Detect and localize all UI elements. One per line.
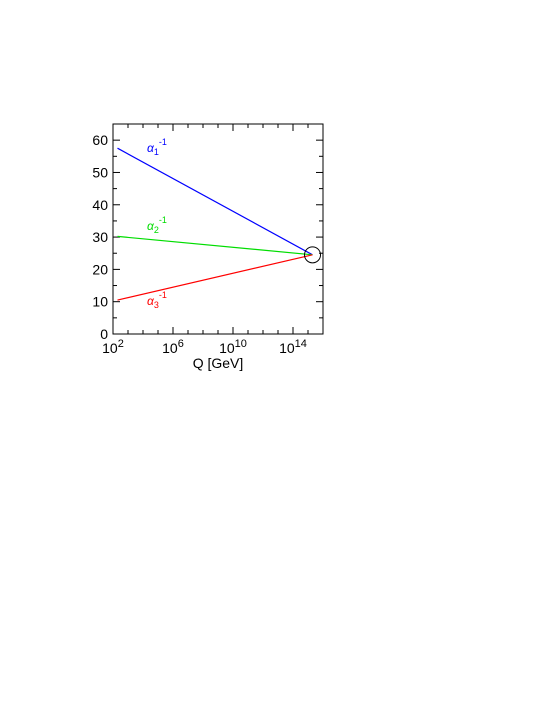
series-label-2: α2-1 [147, 215, 167, 235]
y-tick-label: 40 [92, 197, 108, 213]
y-tick-label: 50 [92, 164, 108, 180]
y-tick-label: 30 [92, 229, 108, 245]
series-line-2 [117, 235, 313, 256]
axis-ticks [112, 123, 324, 335]
series-label-1: α1-1 [147, 137, 167, 157]
y-tick-label: 60 [92, 132, 108, 148]
y-tick-label: 20 [92, 261, 108, 277]
annotations [304, 246, 322, 264]
y-tick-label: 0 [100, 326, 108, 342]
series-labels: α1-1 α2-1 α3-1 [147, 137, 167, 310]
plot-frame [112, 123, 324, 335]
y-tick-labels: 0 10 20 30 40 50 60 [92, 132, 108, 342]
y-tick-label: 10 [92, 294, 108, 310]
series-line-3 [117, 254, 313, 301]
x-axis-label: Q [GeV] [193, 355, 244, 371]
series-line-1 [117, 147, 313, 256]
unification-circle [304, 246, 322, 264]
series-label-3: α3-1 [147, 290, 167, 310]
series-lines [117, 147, 313, 301]
